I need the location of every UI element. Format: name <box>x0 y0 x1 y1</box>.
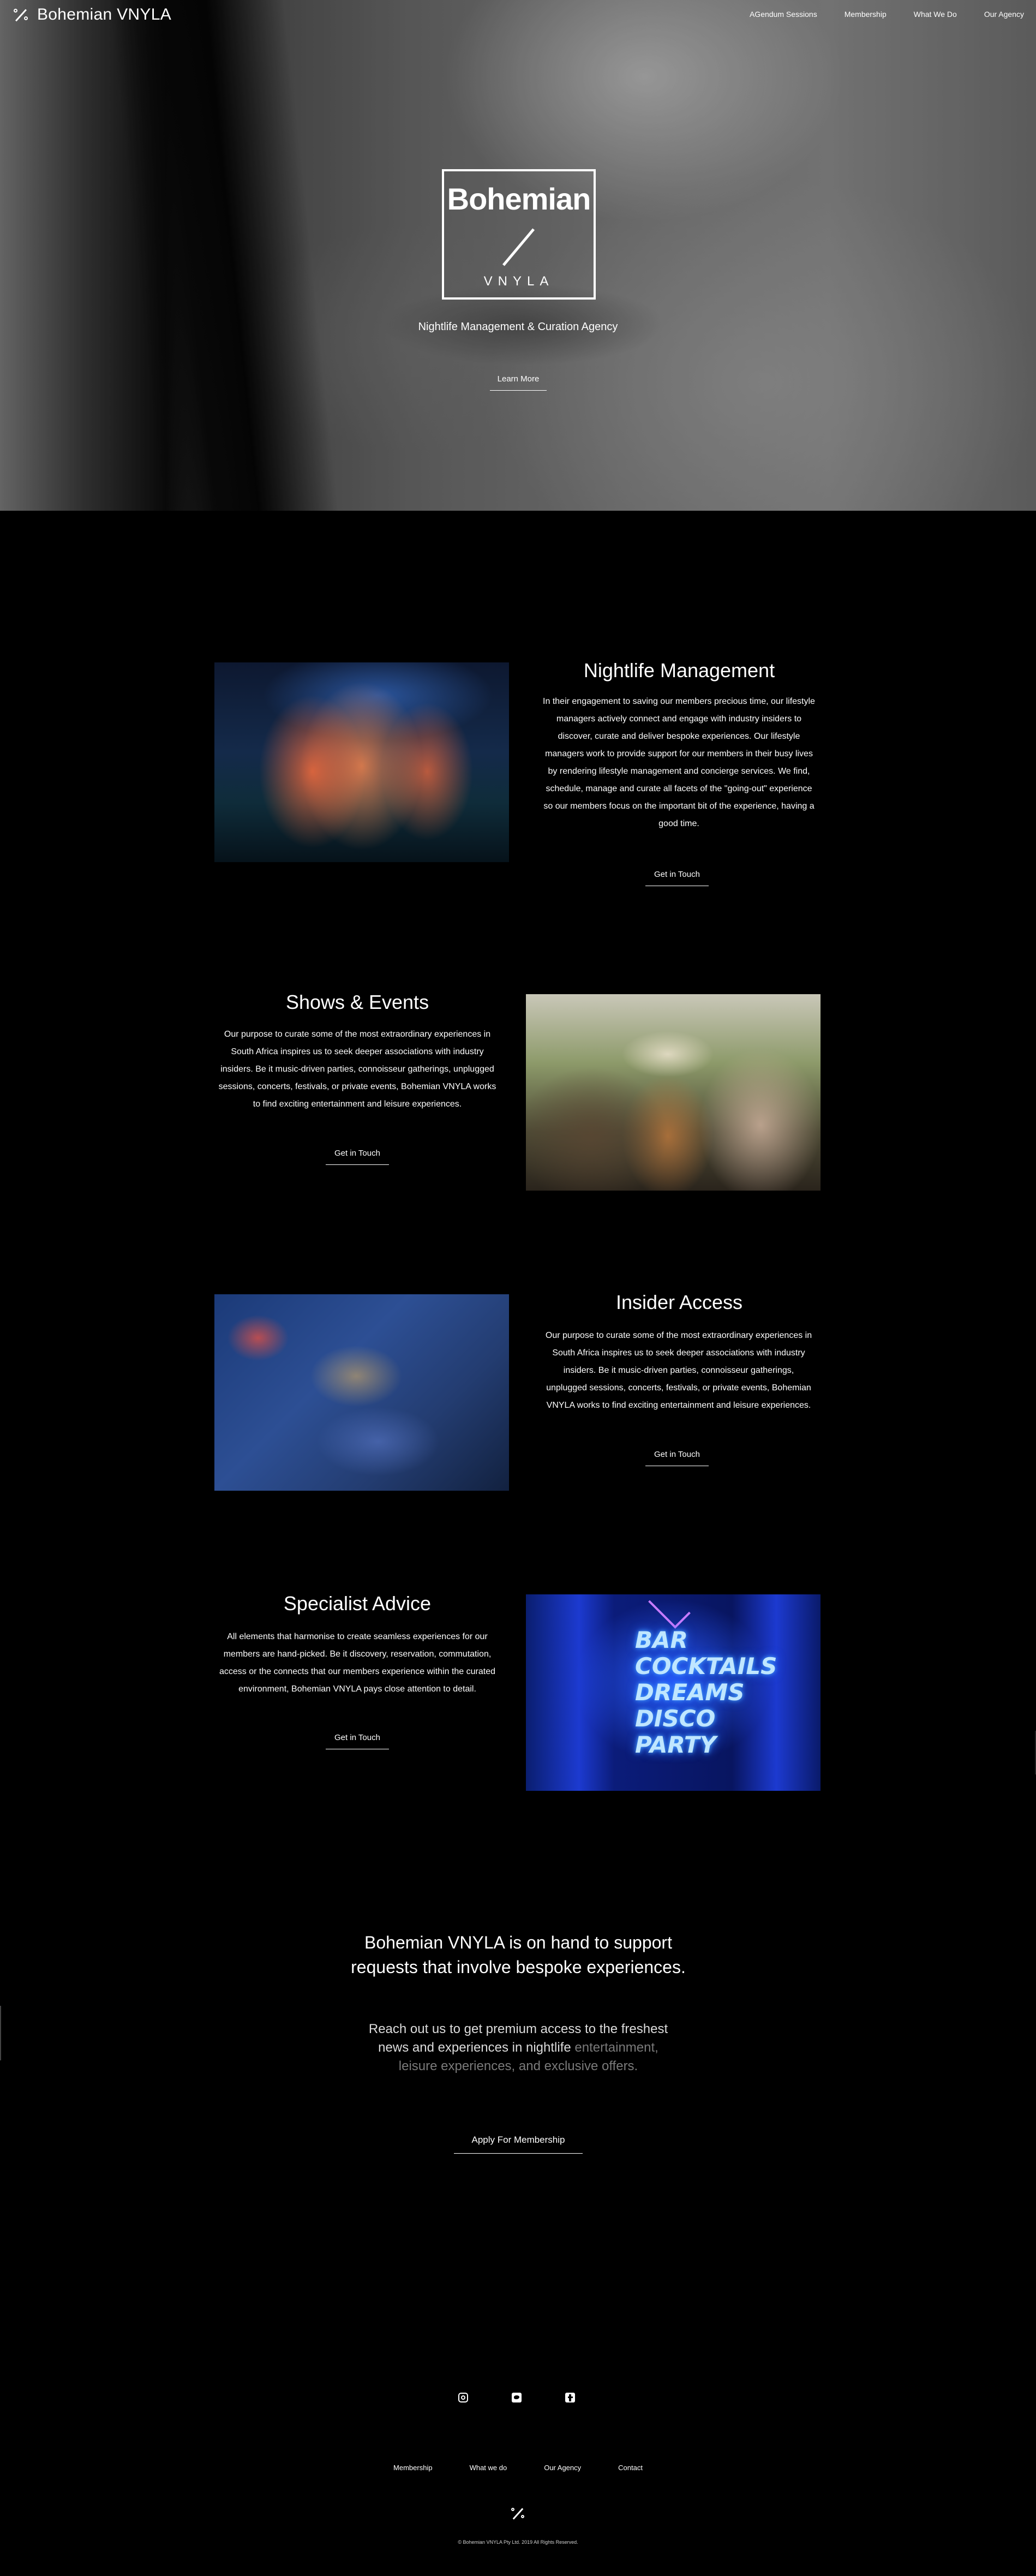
contact-subtext: Reach out us to get premium access to th… <box>357 2020 679 2076</box>
facebook-icon[interactable] <box>565 2393 575 2402</box>
neon-line: BAR <box>635 1627 688 1653</box>
brand-link[interactable]: Bohemian VNYLA <box>12 5 171 24</box>
logo-title: Bohemian <box>447 182 591 216</box>
contact-subtext-faded: entertainment, leisure experiences, and … <box>398 2040 658 2073</box>
nightlife-concert-image <box>214 662 509 862</box>
neon-sign-text: BAR COCKTAILS DREAMS DISCO PARTY <box>635 1627 777 1758</box>
hero-logo: Bohemian VNYLA <box>442 169 596 300</box>
footer-links: Membership What we do Our Agency Contact <box>0 2464 1036 2472</box>
contact-heading: Bohemian VNYLA is on hand to support req… <box>351 1933 686 1977</box>
contact-subtext-main: Reach out us to get premium access to th… <box>368 2022 668 2055</box>
right-edge-marker <box>1035 1731 1036 1774</box>
nav-links: AGendum Sessions Membership What We Do O… <box>750 10 1024 19</box>
get-in-touch-button-shows[interactable]: Get in Touch <box>326 1149 389 1165</box>
section-body-insider-access: Our purpose to curate some of the most e… <box>545 1331 812 1410</box>
section-body-nightlife-management: In their engagement to saving our member… <box>543 697 815 828</box>
festival-crowd-image <box>526 994 821 1191</box>
get-in-touch-button-insider[interactable]: Get in Touch <box>645 1450 709 1466</box>
nav-item-our-agency[interactable]: Our Agency <box>984 10 1024 19</box>
neon-line: COCKTAILS <box>635 1653 777 1680</box>
brand-logo-icon <box>12 7 31 23</box>
top-nav: Bohemian VNYLA AGendum Sessions Membersh… <box>0 0 1036 31</box>
get-in-touch-button-specialist[interactable]: Get in Touch <box>326 1733 389 1749</box>
twitter-icon[interactable] <box>512 2393 522 2402</box>
left-edge-marker <box>0 2006 1 2060</box>
brand-name: Bohemian VNYLA <box>37 5 172 23</box>
dinner-table-image <box>214 1294 509 1491</box>
footer-link-contact[interactable]: Contact <box>618 2464 643 2472</box>
hero-overlay <box>0 0 1036 511</box>
logo-slash-mark <box>502 228 535 266</box>
section-title-nightlife-management: Nightlife Management <box>583 659 775 682</box>
hero-tagline: Nightlife Management & Curation Agency <box>418 321 618 333</box>
section-title-specialist-advice: Specialist Advice <box>283 1592 432 1615</box>
logo-subtitle: VNYLA <box>483 274 554 289</box>
footer-link-what-we-do[interactable]: What we do <box>469 2464 507 2472</box>
neon-line: DREAMS <box>635 1679 745 1706</box>
copyright-text: © Bohemian VNYLA Pty Ltd. 2019 All Right… <box>458 2539 578 2545</box>
section-title-shows-events: Shows & Events <box>285 991 429 1013</box>
social-links <box>458 2393 575 2402</box>
nav-item-membership[interactable]: Membership <box>844 10 887 19</box>
hero-section: Bohemian VNYLA AGendum Sessions Membersh… <box>0 0 1036 511</box>
footer-link-membership[interactable]: Membership <box>393 2464 433 2472</box>
learn-more-button[interactable]: Learn More <box>490 374 547 391</box>
get-in-touch-button-nightlife[interactable]: Get in Touch <box>645 870 709 886</box>
nav-item-agendum-sessions[interactable]: AGendum Sessions <box>749 10 817 19</box>
section-body-shows-events: Our purpose to curate some of the most e… <box>218 1030 496 1109</box>
neon-bar-sign-image: BAR COCKTAILS DREAMS DISCO PARTY <box>526 1594 821 1791</box>
apply-for-membership-button[interactable]: Apply For Membership <box>454 2135 583 2154</box>
footer-link-our-agency[interactable]: Our Agency <box>544 2464 582 2472</box>
neon-arrow-icon <box>648 1594 691 1629</box>
neon-line: PARTY <box>635 1731 716 1758</box>
instagram-icon[interactable] <box>458 2393 468 2402</box>
footer-logo-icon <box>510 2506 527 2522</box>
section-body-specialist-advice: All elements that harmonise to create se… <box>219 1632 496 1694</box>
nav-item-what-we-do[interactable]: What We Do <box>913 10 957 19</box>
section-title-insider-access: Insider Access <box>615 1291 743 1313</box>
neon-line: DISCO <box>635 1705 716 1732</box>
